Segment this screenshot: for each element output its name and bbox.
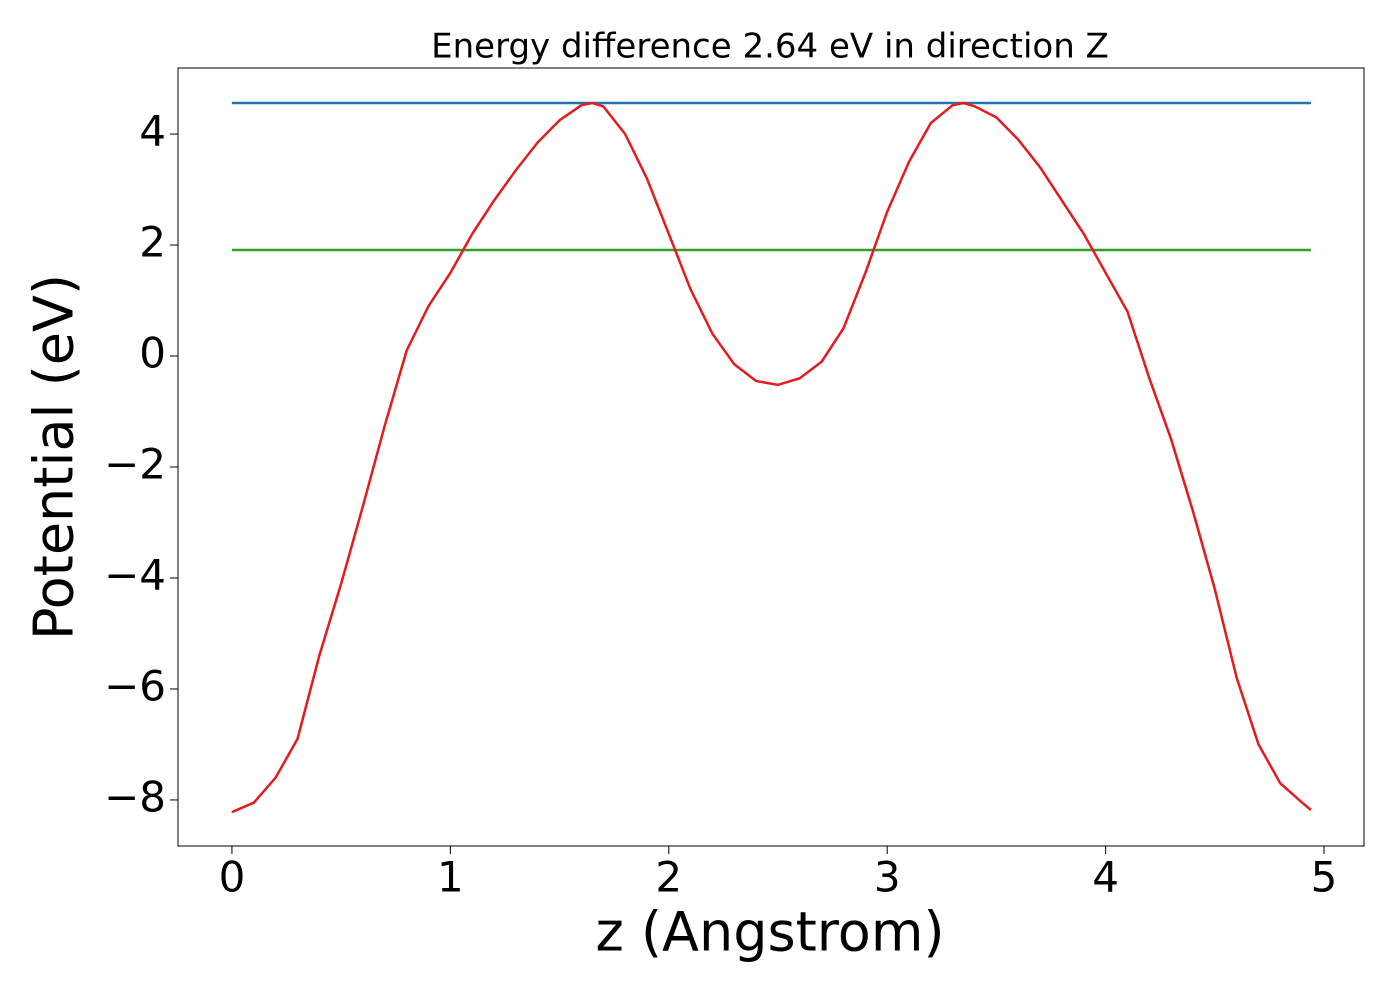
x-tick-label: 4 [1092, 853, 1119, 902]
x-tick-label: 1 [437, 853, 464, 902]
x-tick-label: 3 [874, 853, 901, 902]
plot-frame [177, 67, 1365, 847]
x-tick-label: 5 [1311, 853, 1338, 902]
y-tick-label: −4 [104, 550, 166, 599]
y-tick-label: −8 [104, 772, 166, 821]
y-tick-label: 0 [139, 329, 166, 378]
series-line [231, 101, 1312, 814]
y-tick-label: −6 [104, 661, 166, 710]
y-tick-label: 4 [139, 107, 166, 156]
x-tick-label: 0 [219, 853, 246, 902]
y-tick-label: −2 [104, 439, 166, 488]
x-axis-label: z (Angstrom) [595, 901, 944, 964]
chart-title: Energy difference 2.64 eV in direction Z [431, 27, 1109, 67]
x-tick-label: 2 [655, 853, 682, 902]
y-axis-label: Potential (eV) [23, 274, 86, 640]
y-tick-label: 2 [139, 218, 166, 267]
